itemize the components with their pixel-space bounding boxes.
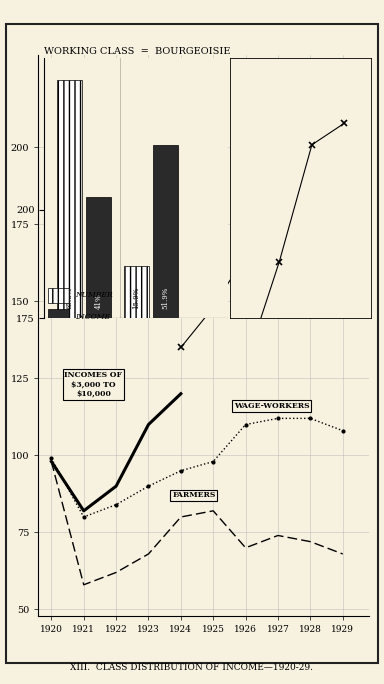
Bar bbox=[57, 80, 82, 318]
Text: XIII.  CLASS DISTRIBUTION OF INCOME—1920-29.: XIII. CLASS DISTRIBUTION OF INCOME—1920-… bbox=[71, 663, 313, 672]
Text: INCOMES OF
$3,000 TO
$10,000: INCOMES OF $3,000 TO $10,000 bbox=[65, 371, 122, 397]
Text: NUMBER: NUMBER bbox=[75, 291, 113, 300]
Text: 41%: 41% bbox=[94, 293, 103, 309]
Bar bbox=[86, 197, 111, 318]
Text: INCOME: INCOME bbox=[75, 313, 110, 321]
Text: 15.9%: 15.9% bbox=[132, 287, 140, 309]
Text: INCOMES OF
$10,000 UP: INCOMES OF $10,000 UP bbox=[255, 225, 313, 242]
Text: WAGE-WORKERS: WAGE-WORKERS bbox=[234, 402, 310, 410]
Text: FARMERS: FARMERS bbox=[172, 491, 215, 499]
Bar bbox=[124, 266, 149, 318]
Text: 51.9%: 51.9% bbox=[162, 287, 170, 309]
Bar bbox=[48, 288, 69, 303]
Bar bbox=[153, 145, 178, 318]
Text: WORKING CLASS  =  BOURGEOISIE: WORKING CLASS = BOURGEOISIE bbox=[44, 47, 231, 56]
Text: 65.8%: 65.8% bbox=[65, 287, 73, 309]
Bar bbox=[48, 309, 69, 325]
